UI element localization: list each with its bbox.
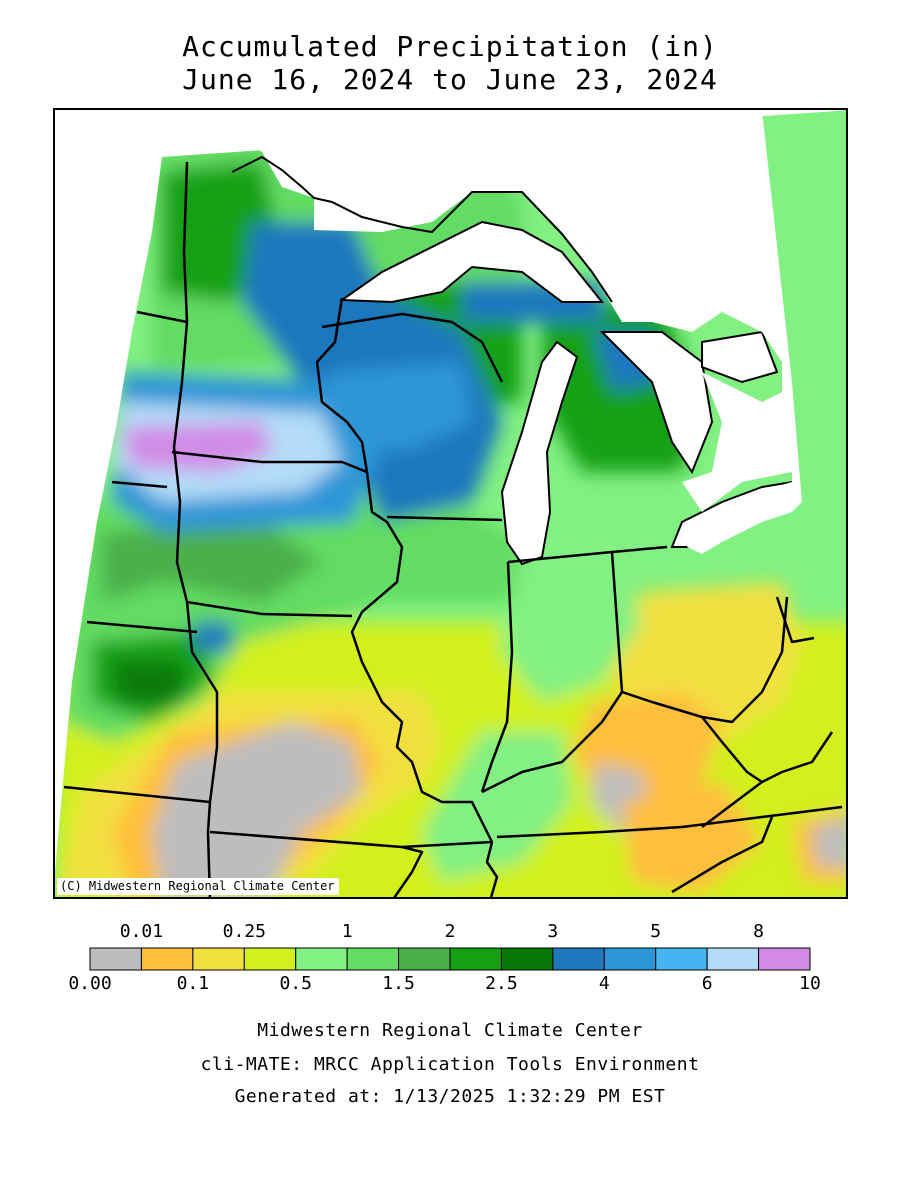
map-canvas	[55, 110, 846, 897]
border-tn-va	[701, 781, 763, 828]
lake-michigan	[500, 340, 579, 566]
lake-superior	[338, 220, 605, 304]
legend-bottom-label: 2.5	[485, 973, 518, 994]
canada-border	[231, 155, 613, 303]
legend-swatch-4	[295, 947, 348, 971]
legend-swatch-9	[552, 947, 605, 971]
border-wi-up	[321, 312, 504, 383]
footer-organization: Midwestern Regional Climate Center	[257, 1020, 643, 1041]
state-borders	[63, 161, 843, 897]
border-wi-il	[386, 515, 503, 522]
border-ohio-river	[481, 596, 789, 794]
field-ne-darkest	[112, 662, 182, 702]
legend-top-label: 2	[444, 921, 456, 942]
border-ia-mo	[186, 600, 353, 618]
legend-swatch-11	[655, 947, 708, 971]
border-pa-wv	[775, 596, 815, 644]
legend-bottom-label: 0.5	[279, 973, 312, 994]
border-mn-wi-mississippi	[315, 297, 494, 843]
legend-swatch-7	[449, 947, 502, 971]
field-in-green	[502, 562, 642, 702]
legend-swatch-3	[243, 947, 297, 971]
legend-swatch-0	[89, 947, 142, 971]
color-legend: 0.01 0.25 1 2 3 5 8 0.00 0.1 0.5 1.5 2.5 4 6 10	[0, 918, 900, 1008]
legend-bottom-label: 6	[701, 973, 713, 994]
border-ky-tn	[496, 805, 843, 839]
legend-bottom-label: 0.1	[176, 973, 210, 994]
legend-bottom-label: 10	[799, 973, 821, 994]
legend-top-label: 8	[753, 921, 764, 942]
lake-huron	[599, 331, 714, 475]
precipitation-map: (C) Midwestern Regional Climate Center	[53, 108, 848, 899]
legend-bottom-label: 4	[598, 973, 610, 994]
canada-area	[202, 110, 802, 554]
legend-swatch-8	[500, 947, 554, 971]
legend-top-label: 0.01	[119, 921, 164, 942]
legend-swatch-2	[192, 947, 245, 971]
border-in-oh	[610, 551, 624, 693]
legend-top-label: 3	[547, 921, 559, 942]
footer-tool: cli-MATE: MRCC Application Tools Environ…	[200, 1054, 700, 1075]
georgian-bay	[701, 330, 779, 384]
legend-bottom-label: 1.5	[382, 973, 415, 994]
field-kansas-gray	[152, 722, 362, 897]
chart-title: Accumulated Precipitation (in)	[182, 30, 718, 63]
legend-swatch-10	[603, 947, 657, 971]
legend-top-label: 1	[341, 921, 353, 942]
legend-swatch-12	[706, 947, 760, 971]
field-va-gray	[812, 817, 846, 867]
border-sd-mn	[171, 450, 368, 474]
legend-swatch-6	[398, 947, 451, 971]
map-credit: (C) Midwestern Regional Climate Center	[57, 878, 339, 895]
legend-top-label: 0.25	[222, 921, 266, 942]
border-il-in	[480, 561, 514, 793]
border-western-mn-ia	[172, 161, 219, 897]
footer-generated-at: Generated at: 1/13/2025 1:32:29 PM EST	[234, 1086, 666, 1107]
border-nd-sd	[136, 310, 188, 324]
legend-bottom-label: 0.00	[68, 973, 112, 994]
chart-date-range: June 16, 2024 to June 23, 2024	[182, 63, 718, 96]
border-tn-ms	[485, 841, 499, 897]
border-sd-ne	[111, 480, 168, 489]
border-ks-ne	[63, 785, 211, 804]
field-wi-lightblue	[332, 362, 472, 452]
border-ar-ms	[393, 845, 424, 897]
field-ne-midgreen	[102, 522, 322, 602]
field-ia-blue	[192, 622, 232, 652]
legend-bar	[89, 947, 811, 971]
legend-swatch-1	[140, 947, 194, 971]
legend-top-label: 5	[650, 921, 662, 942]
border-ne-ia	[86, 620, 198, 634]
border-tn-nc	[671, 816, 774, 894]
legend-swatch-5	[346, 947, 400, 971]
legend-swatch-13	[758, 947, 811, 971]
